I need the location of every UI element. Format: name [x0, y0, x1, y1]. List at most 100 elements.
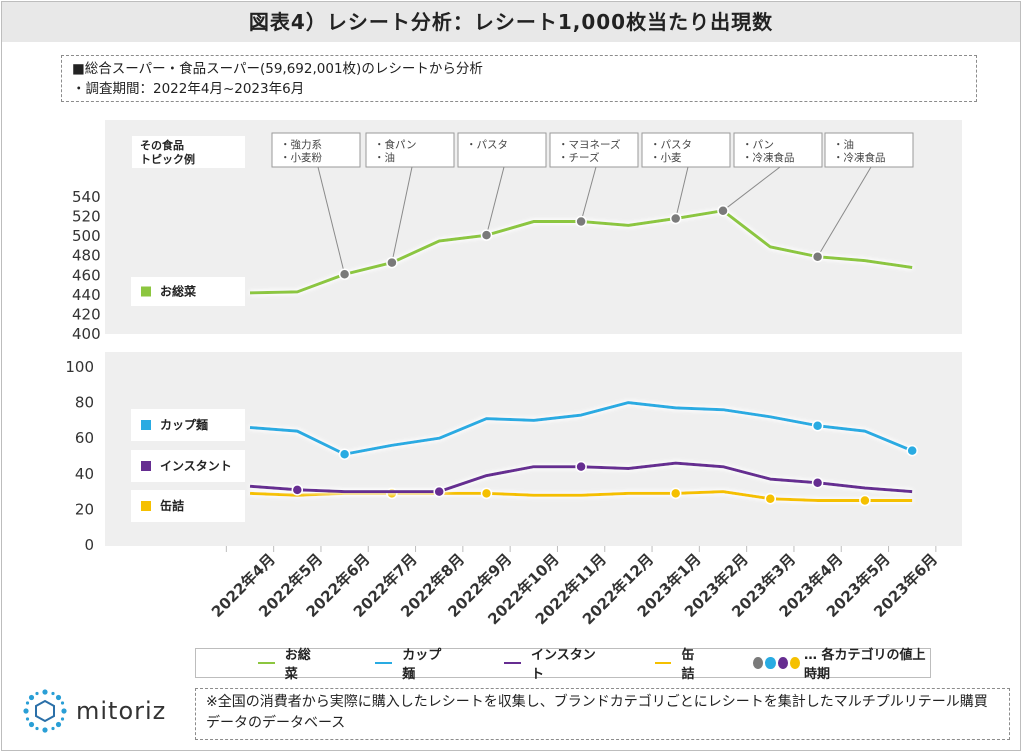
topic-box [824, 132, 914, 168]
y-tick-label-top: 500 [72, 227, 101, 245]
legend-dot-gray [753, 657, 764, 669]
price-hike-marker-cupmen [906, 444, 918, 457]
series-line-cupmen [249, 401, 913, 456]
y-tick-label-bottom: 40 [75, 465, 94, 483]
topic-connector [391, 166, 413, 263]
topic-connector [486, 166, 505, 236]
topic-text: ・冷凍食品 [833, 151, 886, 164]
note-line-1: ■総合スーパー・食品スーパー(59,692,001枚)のレシートから分析 [72, 61, 483, 77]
topic-connector [722, 166, 781, 212]
topic-text: ・パン [742, 139, 774, 151]
topic-box [271, 132, 361, 168]
topic-text: ・マヨネーズ [558, 138, 620, 151]
series-label-swatch [141, 501, 151, 511]
legend-label: カップ麺 [402, 648, 442, 682]
topic-connector [317, 166, 346, 275]
price-hike-marker-osozai [717, 204, 729, 217]
y-tick-label-top: 440 [72, 286, 101, 304]
price-hike-marker-osozai [386, 256, 398, 269]
price-hike-marker-kanzume [669, 487, 682, 500]
notes-box: ■総合スーパー・食品スーパー(59,692,001枚)のレシートから分析 ・調査… [61, 55, 977, 102]
y-tick-label-bottom: 0 [84, 536, 94, 554]
logo-mark-icon [23, 689, 67, 733]
price-hike-marker-osozai [669, 212, 682, 225]
legend-price-hike-markers: … 各カテゴリの値上時期 [753, 644, 930, 682]
legend-dots-label: … 各カテゴリの値上時期 [804, 648, 926, 682]
legend-dot-purple [777, 657, 788, 669]
logo-text: mitoriz [76, 697, 167, 725]
price-hike-marker-osozai [811, 250, 824, 263]
topic-text: ・チーズ [558, 151, 599, 164]
y-tick-label-bottom: 100 [65, 358, 94, 376]
note-line-2: ・調査期間：2022年4月~2023年6月 [72, 81, 305, 97]
legend-item-cupmen: カップ麺 [375, 644, 446, 682]
y-tick-label-top: 420 [72, 305, 101, 323]
topic-box [549, 132, 639, 168]
legend-swatch [375, 662, 393, 664]
price-hike-marker-osozai [575, 215, 587, 228]
y-tick-label-top: 480 [72, 247, 101, 265]
topic-text: ・パスタ [650, 139, 692, 151]
y-tick-label-bottom: 20 [75, 500, 94, 518]
topic-box [457, 132, 547, 168]
legend-item-instant: インスタント [504, 644, 597, 682]
topics-header-box [132, 136, 245, 168]
price-hike-marker-kanzume [480, 487, 493, 500]
legend-item-osozai: お総菜 [258, 644, 317, 682]
legend-label: 缶詰 [681, 648, 695, 682]
topics-header-text: その食品 [140, 138, 184, 152]
legend-swatch [258, 662, 275, 664]
topic-connector [675, 166, 689, 219]
y-tick-label-top: 520 [72, 208, 101, 226]
topic-text: ・小麦粉 [280, 151, 322, 164]
legend-item-kanzume: 缶詰 [654, 644, 703, 682]
series-label-swatch [141, 461, 151, 471]
bottom-panel-bg [105, 352, 962, 546]
topic-text: ・強力系 [280, 138, 322, 151]
topic-text: ・食パン [374, 138, 417, 151]
topics-header-text: トピック例 [140, 152, 195, 166]
topic-connector [580, 166, 597, 222]
price-hike-marker-instant [575, 460, 587, 473]
price-hike-marker-cupmen [811, 419, 824, 432]
series-label-text: カップ麺 [160, 417, 208, 432]
price-hike-marker-kanzume [764, 492, 777, 505]
series-label-text: インスタント [160, 459, 232, 473]
series-label-text: 缶詰 [160, 498, 184, 513]
price-hike-marker-osozai [480, 229, 493, 241]
y-tick-label-top: 400 [72, 325, 101, 343]
topic-text: ・パスタ [466, 139, 508, 151]
topic-connector [817, 166, 872, 257]
price-hike-marker-cupmen [338, 448, 351, 460]
topic-box [641, 132, 731, 168]
price-hike-marker-osozai [338, 268, 351, 281]
legend-swatch [654, 662, 672, 664]
legend-swatch [504, 662, 521, 664]
legend-label: インスタント [530, 648, 596, 682]
legend-dot-yellow [789, 657, 801, 669]
topic-text: ・小麦 [650, 152, 682, 164]
series-label-swatch [141, 420, 151, 430]
topic-text: ・油 [374, 151, 395, 164]
legend-label: お総菜 [284, 648, 311, 682]
topic-box [733, 132, 823, 168]
price-hike-marker-instant [811, 476, 824, 489]
price-hike-marker-instant [291, 484, 304, 496]
price-hike-marker-kanzume [859, 494, 871, 507]
topic-text: ・油 [833, 138, 854, 151]
footer-note: ※全国の消費者から実際に購入したレシートを収集し、ブランドカテゴリごとにレシート… [195, 688, 1010, 740]
y-tick-label-bottom: 80 [75, 394, 94, 412]
y-tick-label-bottom: 60 [75, 429, 94, 447]
topic-text: ・冷凍食品 [742, 151, 795, 164]
company-logo: mitoriz [22, 688, 166, 734]
price-hike-marker-kanzume [386, 487, 398, 500]
price-hike-marker-instant [433, 485, 445, 498]
figure-title: 図表4）レシート分析：レシート1,000枚当たり出現数 [2, 2, 1020, 42]
chart-legend: お総菜 カップ麺 インスタント 缶詰 … 各カテゴリの値上時期 [195, 648, 931, 682]
series-line-kanzume [249, 490, 913, 502]
series-label-text: お総菜 [160, 284, 196, 299]
topic-box [365, 132, 455, 168]
y-tick-label-top: 460 [72, 266, 101, 284]
